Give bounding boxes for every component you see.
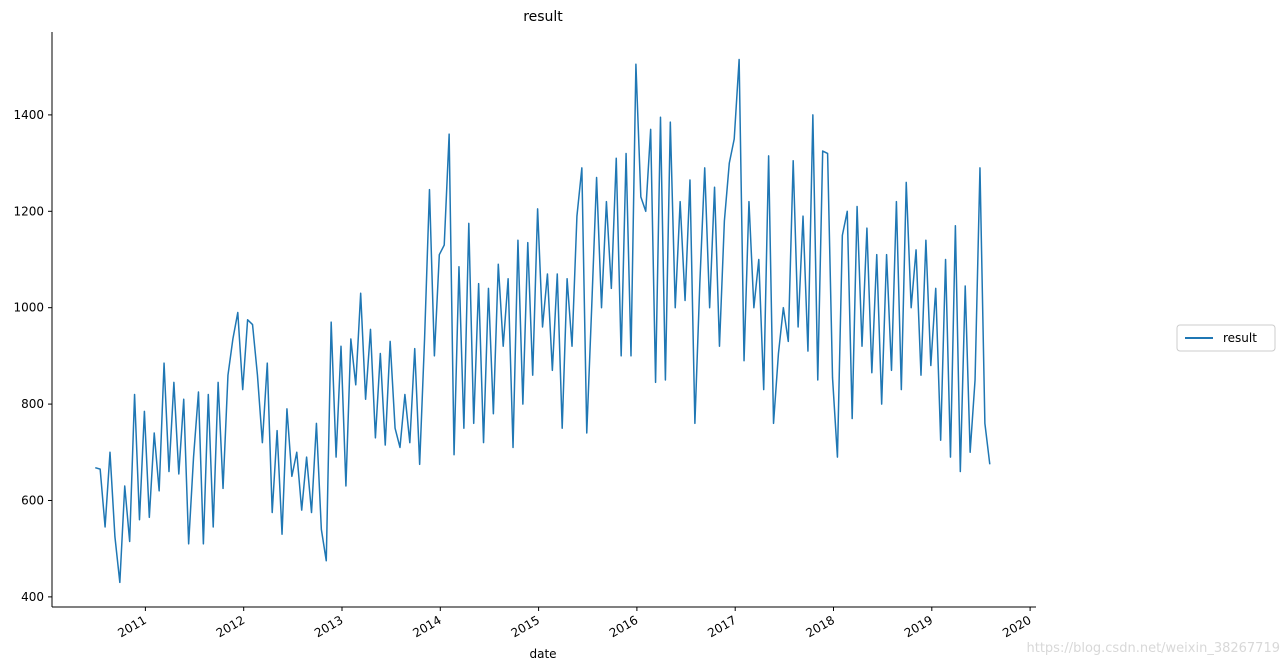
- x-axis-label: date: [529, 647, 556, 661]
- x-tick-label: 2012: [214, 613, 247, 640]
- x-tick-label: 2018: [804, 613, 837, 640]
- y-tick-label: 1400: [13, 108, 44, 122]
- y-tick-label: 800: [21, 397, 44, 411]
- legend-box: [1176, 324, 1276, 352]
- x-tick-label: 2014: [410, 613, 443, 640]
- y-tick-label: 1200: [13, 204, 44, 218]
- chart-title: result: [523, 9, 563, 25]
- x-tick-label: 2013: [312, 613, 345, 640]
- watermark: https://blog.csdn.net/weixin_38267719: [1026, 641, 1280, 656]
- data-line: [95, 58, 991, 584]
- x-tick-label: 2019: [902, 613, 935, 640]
- y-tick-label: 400: [21, 590, 44, 604]
- x-tick-label: 2020: [1000, 613, 1033, 640]
- legend: result: [1176, 324, 1276, 352]
- legend-label: result: [1223, 331, 1257, 345]
- y-tick-label: 1000: [13, 301, 44, 315]
- y-tick-label: 600: [21, 493, 44, 507]
- x-tick-label: 2015: [509, 613, 542, 640]
- x-tick-label: 2016: [607, 613, 640, 640]
- x-tick-label: 2017: [705, 613, 738, 640]
- x-tick-label: 2011: [115, 613, 148, 640]
